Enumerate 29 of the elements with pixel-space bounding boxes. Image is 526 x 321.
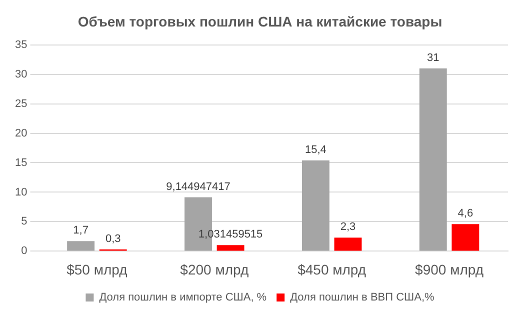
- x-tick-label: $900 млрд: [415, 261, 484, 278]
- bar: [452, 224, 480, 251]
- bar: [67, 241, 95, 251]
- x-tick-label: $200 млрд: [180, 261, 249, 278]
- data-label: 2,3: [340, 221, 356, 234]
- chart-title: Объем торговых пошлин США на китайские товары: [78, 13, 442, 30]
- x-tick-label: $450 млрд: [298, 261, 366, 278]
- y-tick-label: 10: [14, 186, 28, 198]
- data-label: 15,4: [304, 144, 326, 156]
- y-tick-label: 20: [14, 127, 28, 140]
- legend-label: Доля пошлин в ВВП США,%: [290, 292, 435, 304]
- data-label: 1,031459515: [198, 228, 263, 241]
- bar: [419, 68, 447, 251]
- data-label: 1,7: [73, 224, 88, 237]
- bar: [334, 238, 362, 251]
- data-label: 9,144947417: [166, 180, 230, 193]
- bar: [216, 245, 244, 251]
- bar: [302, 160, 330, 251]
- y-tick-label: 5: [21, 216, 28, 228]
- data-label: 31: [427, 52, 440, 64]
- data-label: 4,6: [458, 208, 474, 220]
- y-tick-label: 15: [14, 156, 28, 169]
- y-tick-label: 0: [21, 245, 28, 258]
- y-tick-label: 25: [14, 98, 28, 110]
- x-tick-label: $50 млрд: [66, 261, 128, 278]
- y-tick-label: 30: [14, 68, 28, 80]
- data-label: 0,3: [105, 232, 121, 245]
- legend-label: Доля пошлин в импорте США, %: [99, 292, 267, 304]
- y-tick-label: 35: [14, 38, 28, 51]
